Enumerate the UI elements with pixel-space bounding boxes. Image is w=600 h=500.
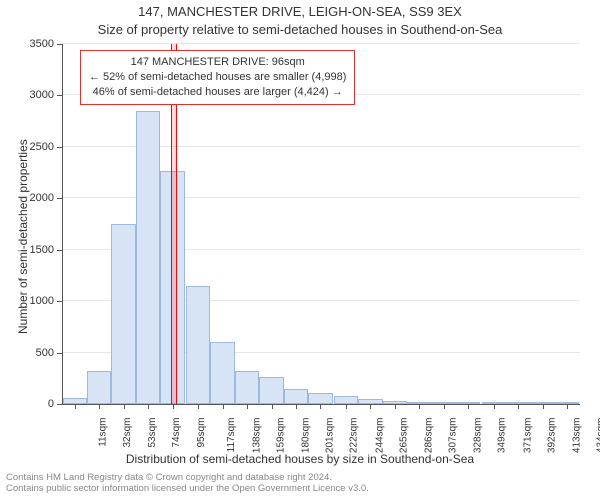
grid-line: [62, 43, 580, 44]
chart-title-sub: Size of property relative to semi-detach…: [0, 22, 600, 37]
xtick-label: 74sqm: [171, 418, 182, 448]
bar: [308, 393, 332, 404]
info-line-2: ← 52% of semi-detached houses are smalle…: [89, 70, 346, 85]
bar: [259, 377, 283, 404]
ytick-label: 500: [14, 347, 54, 359]
ytick-label: 3500: [14, 38, 54, 50]
footer-line-1: Contains HM Land Registry data © Crown c…: [6, 472, 369, 483]
xtick-label: 117sqm: [226, 418, 237, 453]
footer: Contains HM Land Registry data © Crown c…: [6, 472, 369, 495]
xtick-label: 180sqm: [300, 418, 311, 454]
footer-line-2: Contains public sector information licen…: [6, 483, 369, 494]
xtick-label: 307sqm: [448, 418, 459, 454]
xtick-label: 349sqm: [497, 418, 508, 454]
bar: [284, 389, 308, 404]
chart-root: 147, MANCHESTER DRIVE, LEIGH-ON-SEA, SS9…: [0, 0, 600, 500]
bar: [334, 396, 358, 404]
xtick-label: 222sqm: [349, 418, 360, 454]
xtick-label: 244sqm: [375, 418, 386, 454]
xtick-label: 286sqm: [423, 418, 434, 454]
x-axis-line: [62, 404, 580, 405]
ytick-label: 3000: [14, 89, 54, 101]
xtick-label: 138sqm: [251, 418, 262, 454]
xtick-label: 371sqm: [522, 418, 533, 454]
xtick-label: 11sqm: [97, 418, 108, 447]
info-line-1: 147 MANCHESTER DRIVE: 96sqm: [89, 55, 346, 70]
y-axis-line: [62, 44, 63, 404]
chart-title-main: 147, MANCHESTER DRIVE, LEIGH-ON-SEA, SS9…: [0, 4, 600, 19]
bar: [235, 371, 259, 404]
xtick-label: 159sqm: [276, 418, 287, 454]
xtick-label: 201sqm: [325, 418, 336, 454]
ytick-label: 0: [14, 398, 54, 410]
xtick-label: 328sqm: [472, 418, 483, 454]
bar: [210, 342, 234, 404]
xtick-label: 53sqm: [147, 418, 158, 448]
xtick-label: 265sqm: [399, 418, 410, 454]
info-line-3: 46% of semi-detached houses are larger (…: [89, 85, 346, 100]
info-box: 147 MANCHESTER DRIVE: 96sqm ← 52% of sem…: [80, 50, 355, 105]
xtick-label: 434sqm: [596, 418, 600, 454]
bar: [136, 111, 160, 404]
bar: [111, 224, 135, 404]
xtick-label: 95sqm: [196, 418, 207, 448]
xtick-label: 413sqm: [571, 418, 582, 454]
xtick-label: 392sqm: [547, 418, 558, 454]
y-axis-label: Number of semi-detached properties: [16, 139, 30, 334]
xtick-label: 32sqm: [122, 418, 133, 448]
bar: [186, 286, 210, 404]
bar: [87, 371, 111, 404]
x-axis-label: Distribution of semi-detached houses by …: [0, 452, 600, 466]
